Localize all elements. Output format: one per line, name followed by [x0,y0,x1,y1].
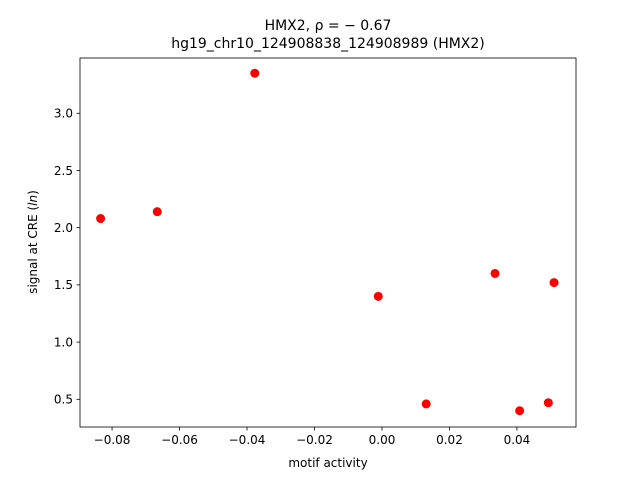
scatter-point [250,68,260,78]
scatter-point [549,278,559,288]
axes-frame [79,57,577,428]
data-points [96,68,559,416]
chart-title-line2: hg19_chr10_124908838_124908989 (HMX2) [171,36,485,52]
x-tick-label: −0.04 [229,433,266,447]
y-tick-label: 0.5 [54,393,73,407]
x-tick-label: 0.02 [436,433,463,447]
y-tick-label: 3.0 [54,107,73,121]
y-axis-label: signal at CRE (ln) [26,190,40,294]
scatter-point [490,268,500,278]
x-axis-ticks: −0.08 −0.06 −0.04 −0.02 0.00 0.02 0.04 [94,427,531,447]
y-tick-label: 1.0 [54,335,73,349]
x-tick-label: −0.08 [94,433,131,447]
x-tick-label: 0.04 [504,433,531,447]
y-axis-ticks: 0.5 1.0 1.5 2.0 2.5 3.0 [54,107,80,407]
x-axis-label: motif activity [288,456,367,470]
y-tick-label: 1.5 [54,278,73,292]
y-axis-label-prefix: signal at CRE ( [26,206,40,294]
x-tick-label: 0.00 [369,433,396,447]
scatter-point [515,406,525,416]
y-tick-label: 2.5 [54,164,73,178]
x-tick-label: −0.02 [296,433,333,447]
y-tick-label: 2.0 [54,221,73,235]
scatter-point [96,214,106,224]
y-axis-label-suffix: ) [26,190,40,195]
chart-title-line1: HMX2, ρ = − 0.67 [265,18,392,34]
scatter-point [543,398,553,408]
scatter-point [421,399,431,409]
plot-axes [79,57,577,428]
scatter-point [152,207,162,217]
scatter-point [373,291,383,301]
y-axis-label-italic: ln [26,195,40,206]
x-tick-label: −0.06 [161,433,198,447]
